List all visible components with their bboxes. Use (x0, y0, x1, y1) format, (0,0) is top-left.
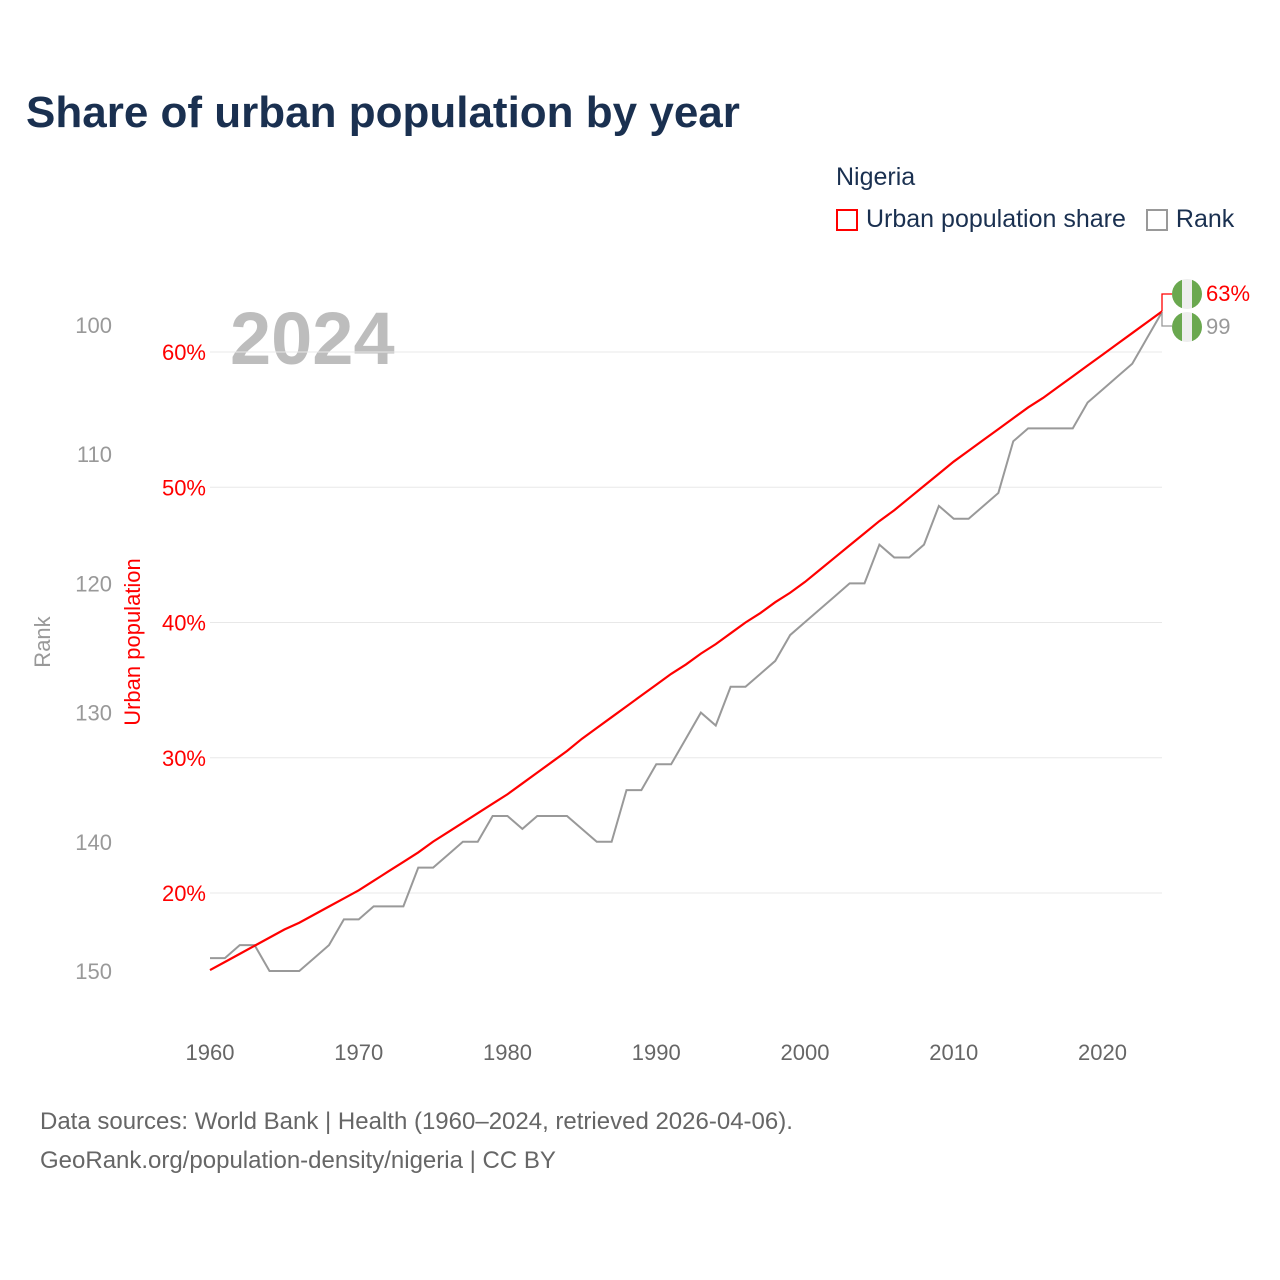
rank-flag-icon (1172, 312, 1202, 342)
x-tick-label: 1960 (186, 1040, 235, 1065)
rank-line (210, 311, 1163, 972)
urban-flag-icon (1172, 279, 1202, 309)
urban-share-line (209, 310, 1163, 972)
rank-end-label: 99 (1206, 314, 1230, 339)
pct-tick-label: 50% (162, 475, 206, 500)
legend-title: Nigeria (836, 163, 916, 191)
footer-link[interactable]: GeoRank.org/population-density/nigeria |… (40, 1147, 556, 1174)
legend: Urban population share Rank (836, 205, 1234, 234)
x-tick-label: 2010 (929, 1040, 978, 1065)
y-axis-label-rank: Rank (30, 615, 55, 667)
legend-swatch-rank[interactable] (1145, 208, 1168, 231)
rank-tick-label: 100 (75, 313, 112, 338)
rank-tick-label: 150 (75, 959, 112, 984)
pct-tick-label: 40% (162, 611, 206, 636)
current-year-label: 2024 (230, 297, 395, 380)
y-axis-label-urban: Urban population (120, 558, 145, 726)
x-tick-label: 1990 (632, 1040, 681, 1065)
urban-end-label: 63% (1206, 281, 1250, 306)
chart-title: Share of urban population by year (26, 88, 740, 137)
legend-swatch-urban[interactable] (836, 208, 858, 231)
footer-source: Data sources: World Bank | Health (1960–… (40, 1108, 793, 1135)
x-tick-label: 2000 (781, 1040, 830, 1065)
rank-tick-label: 120 (75, 571, 112, 596)
x-tick-label: 2020 (1078, 1040, 1127, 1065)
x-tick-label: 1970 (334, 1040, 383, 1065)
legend-label-urban[interactable]: Urban population share (866, 205, 1126, 233)
legend-label-rank[interactable]: Rank (1175, 205, 1235, 233)
pct-tick-label: 30% (162, 746, 206, 771)
rank-tick-label: 130 (75, 701, 112, 726)
rank-tick-label: 140 (75, 830, 112, 855)
x-tick-label: 1980 (483, 1040, 532, 1065)
urban-end-connector (1161, 293, 1172, 312)
pct-tick-label: 60% (162, 340, 206, 365)
rank-tick-label: 110 (77, 442, 112, 467)
pct-tick-label: 20% (162, 881, 206, 906)
rank-end-connector (1161, 312, 1172, 327)
